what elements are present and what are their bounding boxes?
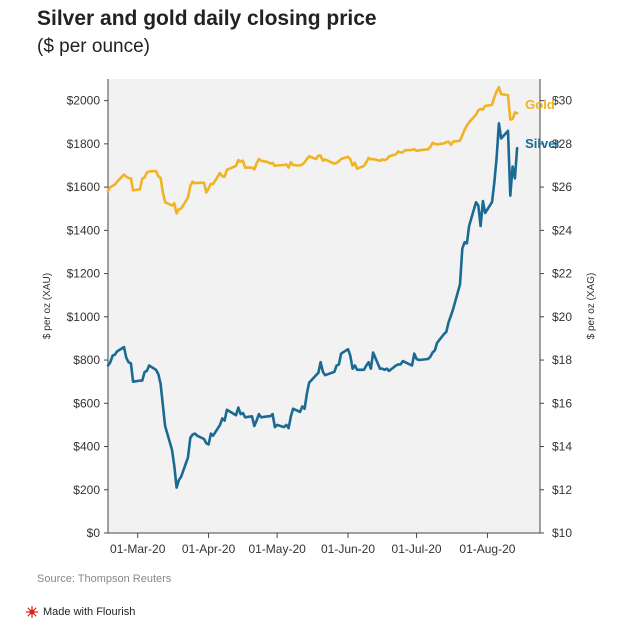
left-tick-label: $1600 (67, 180, 101, 194)
series-label-gold: Gold (525, 97, 555, 112)
right-tick-label: $28 (552, 137, 572, 151)
right-tick-label: $12 (552, 483, 572, 497)
right-tick-label: $30 (552, 94, 572, 108)
flourish-credit[interactable]: Made with Flourish (26, 606, 135, 618)
x-axis: 01-Mar-20 01-Apr-20 01-May-20 01-Jun-20 01-J… (108, 532, 540, 556)
right-tick-label: $10 (552, 526, 572, 540)
left-tick-label: $1800 (67, 137, 101, 151)
left-tick-label: $200 (73, 483, 100, 497)
x-tick-label: 01-Apr-20 (182, 542, 236, 556)
series-labels: Gold Silver (525, 97, 560, 151)
x-tick-label: 01-Aug-20 (459, 542, 515, 556)
source-note: Source: Thompson Reuters (37, 573, 172, 585)
right-tick-label: $16 (552, 396, 572, 410)
right-tick-label: $20 (552, 310, 572, 324)
x-tick-label: 01-Mar-20 (110, 542, 166, 556)
credit-label: Made with Flourish (43, 606, 136, 618)
right-tick-label: $18 (552, 353, 572, 367)
x-tick-label: 01-Jul-20 (392, 542, 442, 556)
left-tick-label: $400 (73, 440, 100, 454)
chart-title: Silver and gold daily closing price (37, 7, 377, 30)
left-tick-label: $600 (73, 396, 100, 410)
right-tick-label: $14 (552, 440, 572, 454)
left-axis: $0 $200 $400 $600 $800 $1000 $1200 $1400 $1600 $1… (42, 79, 109, 540)
left-axis-title: $ per oz (XAU) (42, 273, 53, 339)
series-line-gold (106, 85, 519, 215)
x-tick-label: 01-Jun-20 (321, 542, 375, 556)
left-tick-label: $800 (73, 353, 100, 367)
chart-subtitle: ($ per ounce) (37, 36, 151, 57)
right-axis-title: $ per oz (XAG) (586, 273, 597, 340)
right-tick-label: $22 (552, 267, 572, 281)
series-line-silver (106, 122, 519, 489)
flourish-icon (26, 606, 38, 618)
plot-background (108, 79, 540, 533)
series-label-silver: Silver (525, 136, 560, 151)
right-tick-label: $24 (552, 223, 572, 237)
right-axis: $10 $12 $14 $16 $18 $20 $22 $24 $26 $28 $30 $ per o… (539, 79, 597, 540)
left-tick-label: $2000 (67, 94, 101, 108)
left-tick-label: $0 (87, 526, 101, 540)
left-tick-label: $1400 (67, 223, 101, 237)
right-tick-label: $26 (552, 180, 572, 194)
x-tick-label: 01-May-20 (248, 542, 306, 556)
series-layer (106, 85, 519, 489)
left-tick-label: $1000 (67, 310, 101, 324)
left-tick-label: $1200 (67, 267, 101, 281)
line-chart: $0 $200 $400 $600 $800 $1000 $1200 $1400 $1600 $1… (42, 79, 597, 556)
